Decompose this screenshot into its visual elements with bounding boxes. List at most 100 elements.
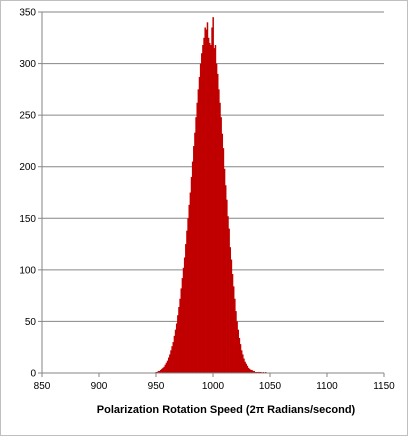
- bar-997: [209, 42, 211, 373]
- bar-958: [164, 364, 167, 373]
- bar-1016: [230, 259, 233, 373]
- bar-962: [169, 354, 171, 373]
- y-tick-label-350: 350: [19, 8, 36, 19]
- bar-964: [171, 346, 173, 373]
- bar-1027: [243, 358, 245, 373]
- bar-1002: [214, 45, 217, 373]
- bar-1034: [251, 369, 253, 373]
- bar-1008: [221, 133, 224, 373]
- bar-1044: [262, 371, 265, 373]
- bar-1026: [242, 354, 244, 373]
- bar-1023: [238, 337, 241, 373]
- bar-970: [178, 306, 180, 373]
- y-tick-label-150: 150: [19, 214, 36, 225]
- bar-995: [206, 22, 209, 374]
- x-tick-labels: 850 900 950 1000 1050 1100 1150: [34, 381, 396, 392]
- bar-981: [190, 177, 193, 373]
- bar-1019: [234, 298, 236, 373]
- x-tick-label-1000: 1000: [202, 381, 225, 392]
- x-tick-label-1150: 1150: [373, 381, 395, 392]
- bar-1021: [236, 321, 238, 373]
- bar-1040: [258, 371, 260, 373]
- bar-1014: [228, 228, 230, 373]
- bar-998: [210, 45, 212, 373]
- bar-987: [197, 89, 200, 374]
- bar-969: [177, 315, 179, 373]
- bar-1028: [244, 361, 246, 373]
- y-tick-label-300: 300: [19, 59, 36, 70]
- bar-977: [186, 230, 188, 373]
- bar-988: [198, 76, 201, 373]
- bar-973: [181, 278, 184, 373]
- bar-1011: [224, 185, 227, 373]
- bar-966: [173, 335, 176, 373]
- bar-1007: [220, 117, 222, 374]
- bar-1001: [213, 48, 216, 373]
- y-tick-label-250: 250: [19, 111, 36, 122]
- bar-953: [158, 370, 161, 373]
- bar-992: [203, 37, 205, 373]
- bar-1036: [253, 370, 255, 373]
- bar-990: [201, 53, 203, 373]
- bar-1003: [215, 63, 218, 373]
- y-tick-label-50: 50: [25, 317, 37, 328]
- y-tick-labels: 0 50 100 150 200 250 300 350: [19, 8, 36, 380]
- bar-967: [174, 329, 177, 373]
- bar-1009: [222, 148, 225, 373]
- bar-960: [166, 360, 169, 373]
- bar-1022: [237, 329, 239, 373]
- bar-1025: [240, 350, 243, 373]
- bar-963: [170, 350, 172, 373]
- bar-956: [162, 367, 164, 373]
- bar-952: [157, 370, 160, 373]
- bar-950: [155, 371, 157, 373]
- bar-1029: [245, 363, 247, 373]
- bar-1038: [255, 371, 258, 373]
- bar-994: [205, 29, 208, 374]
- bar-985: [195, 117, 197, 374]
- x-axis-title: Polarization Rotation Speed (2π Radians/…: [97, 404, 356, 416]
- bar-1046: [264, 371, 267, 373]
- bar-971: [179, 298, 181, 373]
- bar-1020: [235, 311, 237, 373]
- bar-1012: [226, 199, 228, 373]
- bar-1004: [216, 73, 219, 373]
- x-tick-label-1050: 1050: [259, 381, 282, 392]
- y-tick-label-0: 0: [30, 369, 36, 380]
- bar-955: [161, 368, 163, 373]
- bar-983: [193, 146, 195, 373]
- bar-1031: [247, 367, 250, 373]
- bar-951: [156, 371, 159, 373]
- bar-974: [182, 267, 185, 373]
- bar-972: [180, 288, 182, 373]
- bar-968: [175, 323, 178, 373]
- x-tick-label-900: 900: [91, 381, 108, 392]
- bar-1015: [229, 247, 232, 373]
- bar-1018: [232, 286, 235, 373]
- bar-959: [165, 362, 168, 373]
- bar-993: [204, 27, 206, 373]
- bar-982: [191, 161, 194, 373]
- bar-980: [189, 192, 192, 373]
- bar-984: [194, 132, 196, 373]
- bar-961: [167, 357, 170, 373]
- bar-1017: [231, 273, 234, 373]
- histogram-bars: [155, 17, 267, 374]
- bar-978: [187, 218, 189, 373]
- bar-1032: [248, 368, 251, 373]
- bar-1010: [223, 168, 226, 373]
- x-tick-label-1100: 1100: [316, 381, 338, 392]
- axes: [38, 11, 385, 377]
- y-tick-label-200: 200: [19, 162, 36, 173]
- bar-989: [199, 63, 202, 373]
- bar-986: [196, 102, 198, 374]
- bar-996: [207, 37, 210, 373]
- bar-957: [163, 366, 165, 373]
- bar-979: [188, 204, 190, 373]
- x-tick-label-950: 950: [148, 381, 165, 392]
- bar-1033: [250, 369, 252, 373]
- y-tick-label-100: 100: [19, 265, 36, 276]
- bar-1005: [218, 89, 220, 374]
